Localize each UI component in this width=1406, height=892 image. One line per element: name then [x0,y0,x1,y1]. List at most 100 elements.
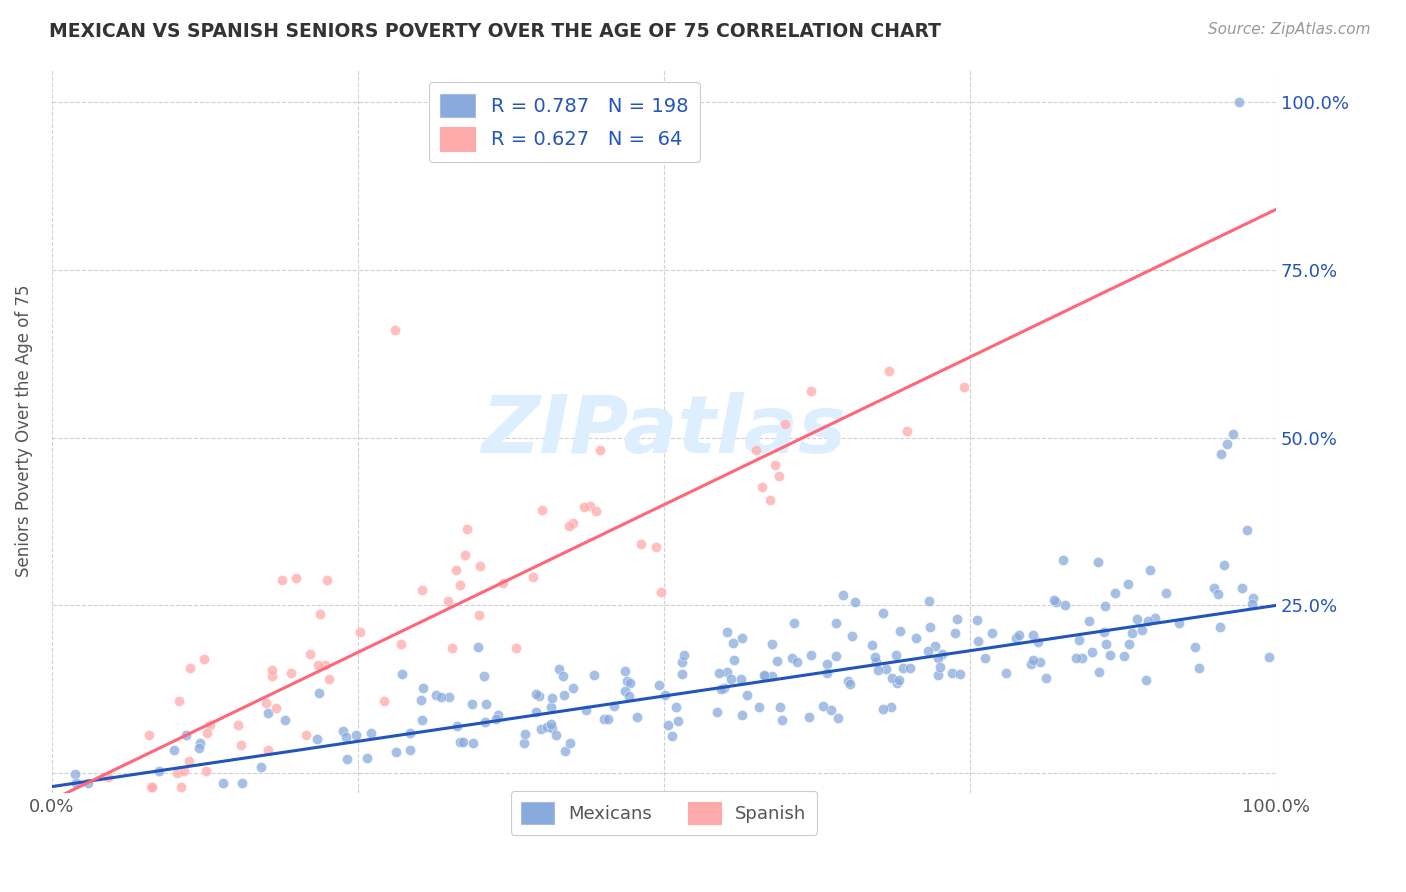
Point [470,559,492,574]
Point [472,669,495,683]
Point [730,707,752,722]
Point [1118,637,1140,651]
Point [195,764,218,778]
Point [882,671,904,685]
Point [589,442,612,457]
Point [614,683,637,698]
Point [800,384,823,398]
Point [994,666,1017,681]
Point [440,640,463,655]
Point [647,678,669,692]
Point [562,681,585,696]
Point [800,648,823,662]
Point [385,745,408,759]
Point [763,458,786,472]
Point [1209,447,1232,461]
Point [896,425,918,439]
Point [346,728,368,742]
Point [860,638,883,652]
Point [318,673,340,687]
Point [77,776,100,790]
Point [1116,576,1139,591]
Point [780,651,803,665]
Point [554,744,576,758]
Point [875,662,897,676]
Point [187,741,209,756]
Point [166,765,188,780]
Point [460,697,482,711]
Point [924,639,946,653]
Point [1241,597,1264,611]
Point [827,711,849,725]
Text: Source: ZipAtlas.com: Source: ZipAtlas.com [1208,22,1371,37]
Point [721,636,744,650]
Point [1087,555,1109,569]
Point [262,669,284,683]
Y-axis label: Seniors Poverty Over the Age of 75: Seniors Poverty Over the Age of 75 [15,285,32,577]
Point [887,673,910,687]
Point [540,699,562,714]
Point [645,541,668,555]
Point [226,717,249,731]
Point [1045,594,1067,608]
Point [188,736,211,750]
Point [451,734,474,748]
Point [1137,614,1160,628]
Point [967,634,990,648]
Point [1104,586,1126,600]
Point [1008,628,1031,642]
Point [557,519,579,533]
Point [212,776,235,790]
Point [927,667,949,681]
Point [872,702,894,716]
Point [716,625,738,640]
Point [1236,523,1258,537]
Point [673,648,696,662]
Point [1077,614,1099,628]
Point [540,721,562,735]
Point [877,363,900,377]
Point [761,637,783,651]
Point [411,713,433,727]
Point [391,667,413,681]
Point [1208,587,1230,601]
Point [530,722,553,736]
Point [585,504,607,518]
Point [1071,650,1094,665]
Point [720,672,742,686]
Point [558,736,581,750]
Point [945,626,967,640]
Point [260,664,283,678]
Point [872,606,894,620]
Point [1053,598,1076,612]
Point [309,607,332,621]
Point [456,522,478,536]
Point [1232,581,1254,595]
Point [952,380,974,394]
Point [544,728,567,742]
Point [941,665,963,680]
Point [198,718,221,732]
Point [768,468,790,483]
Point [886,676,908,690]
Point [572,500,595,514]
Point [668,714,690,728]
Point [619,676,641,690]
Point [832,588,855,602]
Point [657,718,679,732]
Point [169,694,191,708]
Point [898,661,921,675]
Point [1227,95,1250,109]
Point [231,776,253,790]
Point [163,743,186,757]
Point [766,654,789,668]
Point [257,743,280,757]
Point [1112,648,1135,663]
Point [974,650,997,665]
Point [815,657,838,672]
Point [769,700,792,714]
Point [139,780,162,794]
Point [671,655,693,669]
Point [316,574,339,588]
Point [412,681,434,695]
